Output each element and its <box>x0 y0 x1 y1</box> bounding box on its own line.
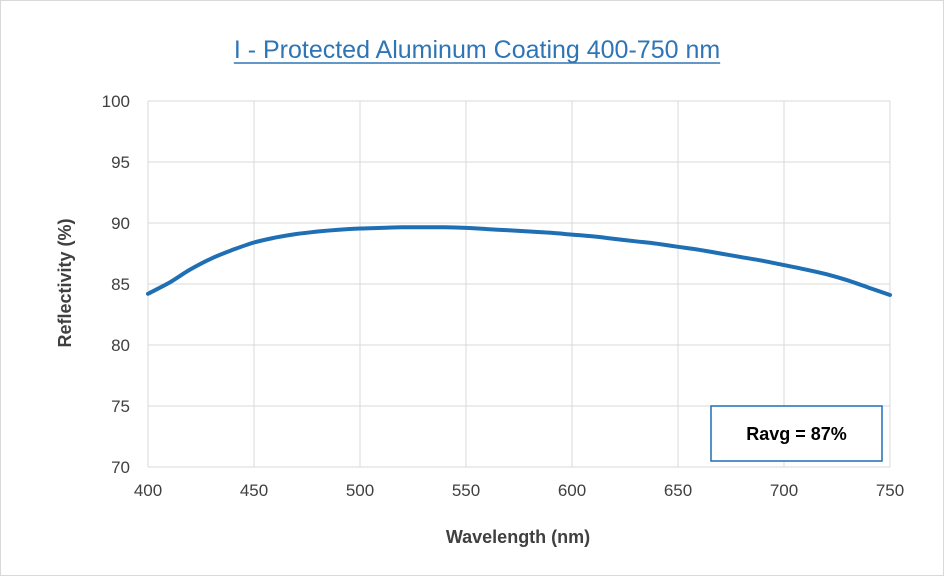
y-tick-label: 95 <box>111 153 130 172</box>
annotation-box: Ravg = 87% <box>710 405 883 462</box>
y-tick-label: 75 <box>111 397 130 416</box>
annotation-text: Ravg = 87% <box>746 424 847 444</box>
x-axis-title: Wavelength (nm) <box>446 527 590 547</box>
x-tick-label: 400 <box>134 481 162 500</box>
x-tick-label: 650 <box>664 481 692 500</box>
x-tick-label: 450 <box>240 481 268 500</box>
x-tick-label: 700 <box>770 481 798 500</box>
y-tick-label: 80 <box>111 336 130 355</box>
x-tick-label: 750 <box>876 481 904 500</box>
grid <box>147 100 891 468</box>
y-tick-label: 70 <box>111 458 130 477</box>
x-tick-label: 500 <box>346 481 374 500</box>
y-axis-title: Reflectivity (%) <box>55 218 75 347</box>
y-tick-label: 100 <box>102 92 130 111</box>
y-tick-label: 85 <box>111 275 130 294</box>
y-tick-label: 90 <box>111 214 130 233</box>
x-tick-label: 550 <box>452 481 480 500</box>
x-tick-label: 600 <box>558 481 586 500</box>
series-line <box>146 225 892 297</box>
chart-title: I - Protected Aluminum Coating 400-750 n… <box>234 36 720 64</box>
